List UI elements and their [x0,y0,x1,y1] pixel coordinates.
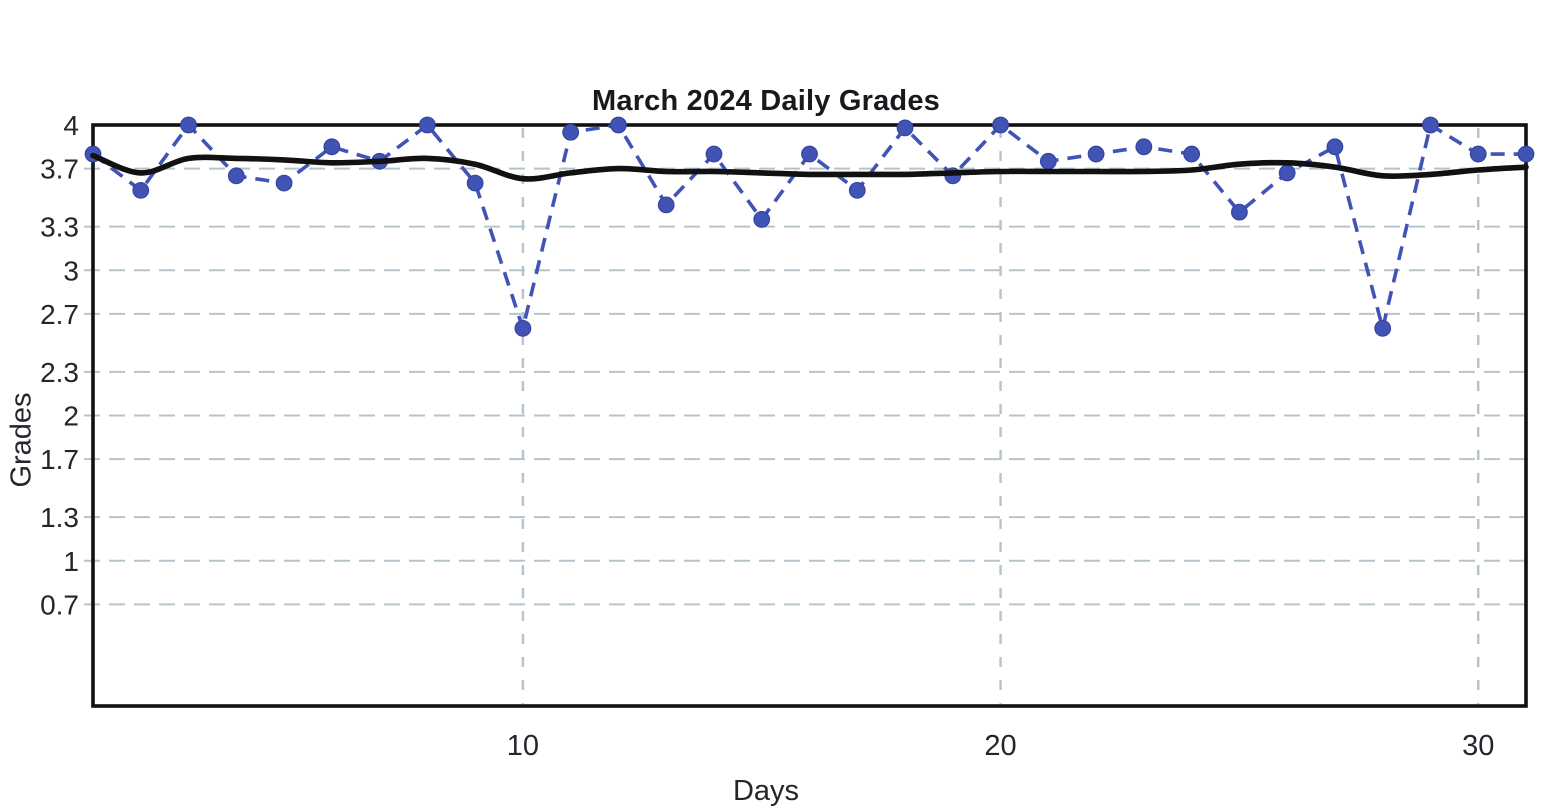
x-tick-label: 10 [507,730,539,762]
y-tick-label: 1.3 [40,502,79,533]
data-point-marker [992,116,1009,134]
y-tick-label: 3.7 [40,154,79,185]
data-point-marker [1039,152,1057,170]
trend-line [90,152,1529,182]
data-point-marker [1517,145,1535,163]
x-tick-label: 30 [1462,730,1494,762]
y-tick-label: 3.3 [40,212,79,243]
data-point-marker [227,167,245,185]
data-point-marker [1183,145,1201,163]
data-point-marker [1374,319,1392,337]
data-point-marker [514,319,532,337]
y-tick-label: 3 [63,255,79,286]
y-tick-label: 2 [63,401,79,432]
data-point-marker [418,116,436,134]
plot-frame [91,123,1528,708]
y-tick-label: 1 [63,546,79,577]
data-point-marker [848,181,866,199]
data-point-marker [1326,138,1344,156]
data-point-marker [657,196,675,214]
data-point-marker [466,174,484,192]
data-point-marker [705,145,723,163]
chart-title: March 2024 Daily Grades [592,85,940,117]
y-tick-label: 2.3 [40,357,79,388]
data-point-marker [1422,116,1439,134]
data-point-marker [1230,203,1248,221]
data-point-marker [180,116,197,134]
y-tick-label: 4 [63,110,79,141]
y-tick-label: 1.7 [40,444,79,475]
data-point-marker [1135,138,1153,156]
data-point-marker [1278,164,1296,182]
data-point-marker [323,138,341,156]
y-tick-label: 2.7 [40,299,79,330]
y-tick-label: 0.7 [40,589,79,620]
data-point-marker [753,211,771,228]
data-point-marker [1087,145,1105,163]
data-point-marker [801,145,818,163]
data-point-marker [610,116,627,134]
x-tick-label: 20 [984,730,1016,762]
data-point-marker [896,119,914,137]
data-point-marker [1469,145,1487,163]
data-point-marker [562,123,580,141]
data-point-marker [275,174,293,192]
data-point-marker [132,181,150,199]
